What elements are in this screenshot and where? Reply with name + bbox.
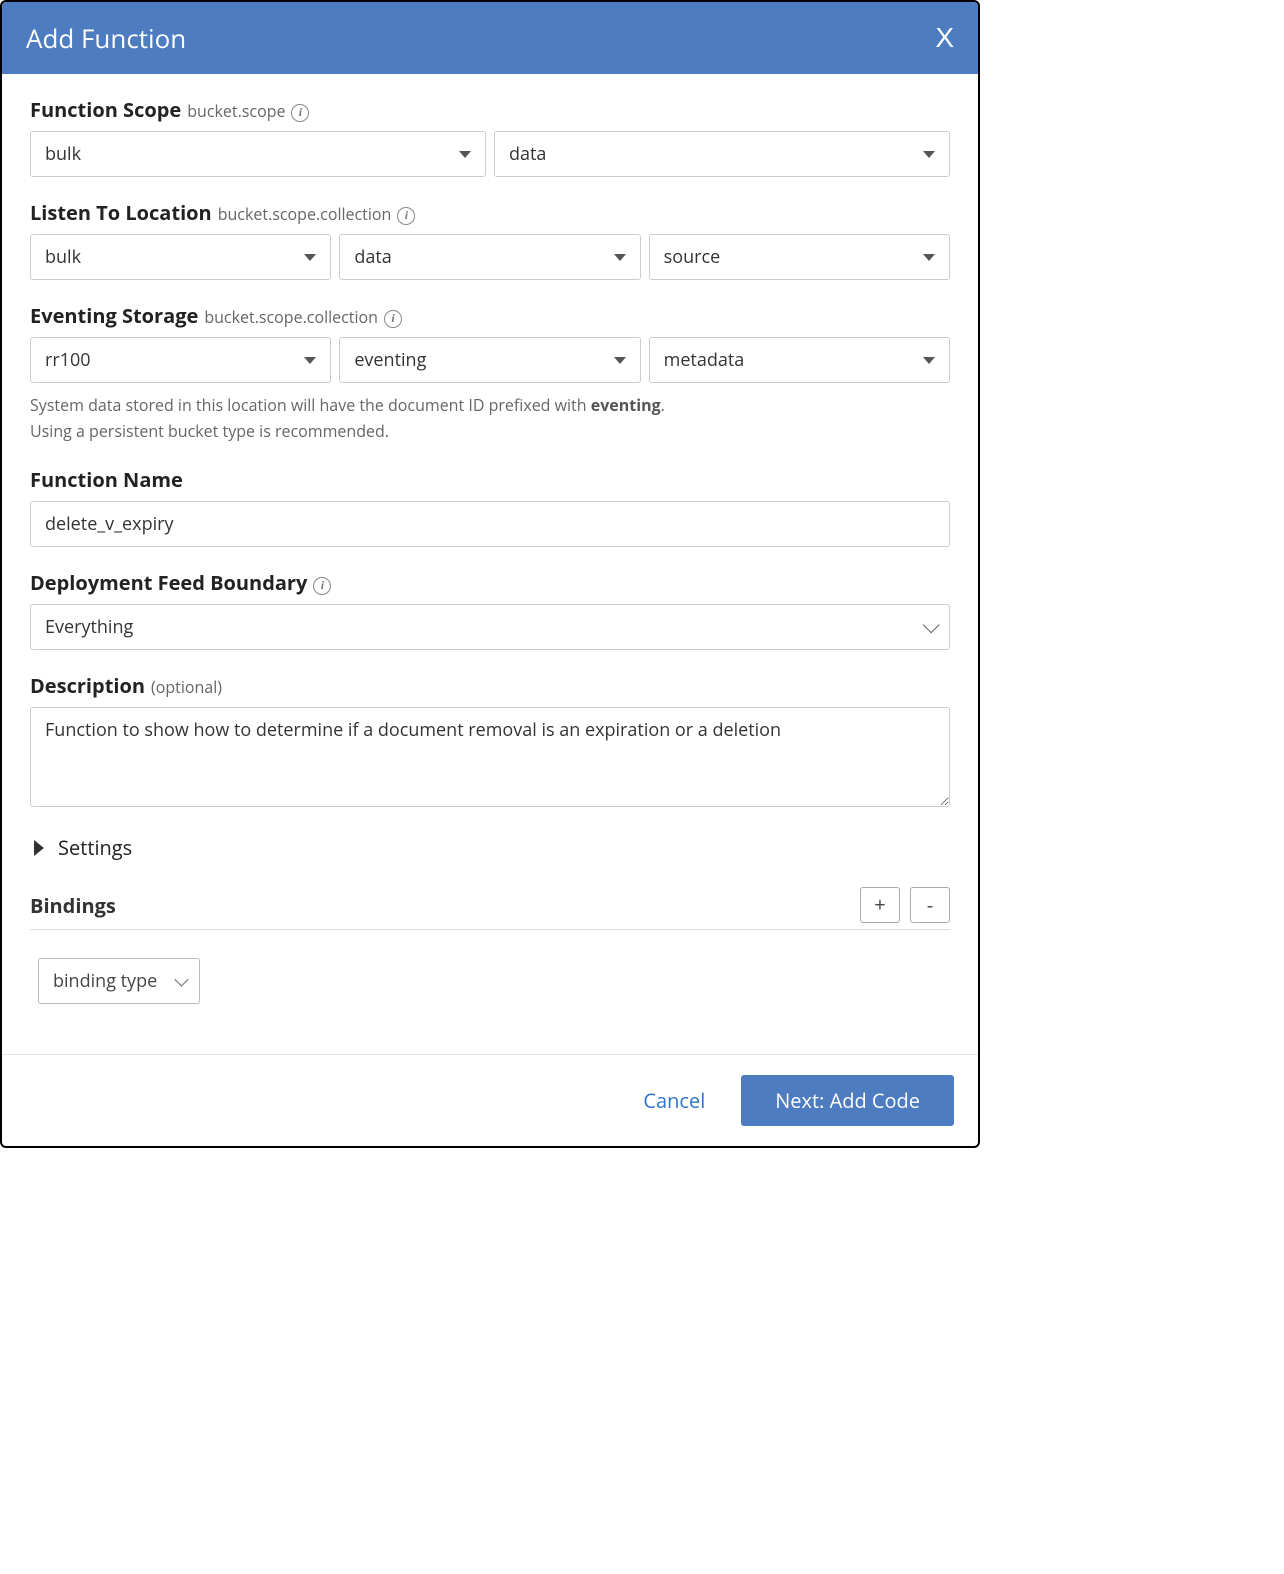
settings-label: Settings xyxy=(58,834,132,861)
function-name-input[interactable] xyxy=(30,501,950,547)
feed-boundary-label: Deployment Feed Boundary i xyxy=(30,569,950,596)
info-icon[interactable]: i xyxy=(291,104,309,122)
storage-scope-select[interactable]: eventing xyxy=(339,337,640,383)
modal-title: Add Function xyxy=(26,20,186,56)
chevron-down-icon xyxy=(304,254,316,261)
add-function-modal: Add Function X Function Scope bucket.sco… xyxy=(0,0,980,1148)
chevron-down-icon xyxy=(614,254,626,261)
listen-collection-select[interactable]: source xyxy=(649,234,950,280)
function-name-section: Function Name xyxy=(30,466,950,547)
listen-bucket-select[interactable]: bulk xyxy=(30,234,331,280)
close-icon[interactable]: X xyxy=(935,22,954,54)
listen-bucket-value: bulk xyxy=(45,245,81,269)
modal-header: Add Function X xyxy=(2,2,978,74)
listen-to-label: Listen To Location bucket.scope.collecti… xyxy=(30,199,950,226)
function-scope-bucket-value: bulk xyxy=(45,142,81,166)
bindings-header: Bindings + - xyxy=(30,887,950,930)
info-icon[interactable]: i xyxy=(384,310,402,328)
modal-body: Function Scope bucket.scope i bulk data … xyxy=(2,74,978,1054)
function-name-label: Function Name xyxy=(30,466,950,493)
storage-bucket-select[interactable]: rr100 xyxy=(30,337,331,383)
chevron-down-icon xyxy=(923,151,935,158)
listen-to-section: Listen To Location bucket.scope.collecti… xyxy=(30,199,950,280)
chevron-down-icon xyxy=(923,357,935,364)
listen-scope-select[interactable]: data xyxy=(339,234,640,280)
binding-type-select[interactable]: binding type xyxy=(38,958,200,1004)
chevron-down-icon xyxy=(923,617,940,634)
feed-boundary-select[interactable]: Everything xyxy=(30,604,950,650)
function-scope-scope-value: data xyxy=(509,142,546,166)
info-icon[interactable]: i xyxy=(313,577,331,595)
storage-help-suffix: . xyxy=(661,394,665,416)
triangle-right-icon xyxy=(34,840,44,856)
function-scope-bucket-select[interactable]: bulk xyxy=(30,131,486,177)
storage-help-prefix: System data stored in this location will… xyxy=(30,394,591,416)
description-section: Description (optional) xyxy=(30,672,950,812)
listen-to-hint: bucket.scope.collection xyxy=(218,203,392,225)
description-hint: (optional) xyxy=(151,676,222,698)
feed-boundary-section: Deployment Feed Boundary i Everything xyxy=(30,569,950,650)
chevron-down-icon xyxy=(614,357,626,364)
modal-footer: Cancel Next: Add Code xyxy=(2,1054,978,1146)
feed-boundary-label-text: Deployment Feed Boundary xyxy=(30,569,307,596)
storage-helptext: System data stored in this location will… xyxy=(30,393,950,444)
bindings-pm-buttons: + - xyxy=(860,887,950,923)
binding-remove-button[interactable]: - xyxy=(910,887,950,923)
info-icon[interactable]: i xyxy=(397,207,415,225)
description-label-text: Description xyxy=(30,672,145,699)
settings-toggle[interactable]: Settings xyxy=(34,834,950,861)
listen-collection-value: source xyxy=(664,245,721,269)
next-add-code-button[interactable]: Next: Add Code xyxy=(741,1075,954,1126)
chevron-down-icon xyxy=(175,973,189,987)
eventing-storage-hint: bucket.scope.collection xyxy=(204,306,378,328)
function-name-label-text: Function Name xyxy=(30,466,183,493)
storage-collection-value: metadata xyxy=(664,348,745,372)
chevron-down-icon xyxy=(923,254,935,261)
listen-scope-value: data xyxy=(354,245,391,269)
description-textarea[interactable] xyxy=(30,707,950,807)
function-scope-label: Function Scope bucket.scope i xyxy=(30,96,950,123)
bindings-title: Bindings xyxy=(30,892,116,919)
storage-help-bold: eventing xyxy=(591,394,661,416)
storage-help-line2: Using a persistent bucket type is recomm… xyxy=(30,419,950,445)
storage-collection-select[interactable]: metadata xyxy=(649,337,950,383)
storage-scope-value: eventing xyxy=(354,348,426,372)
feed-boundary-value: Everything xyxy=(45,615,133,639)
eventing-storage-section: Eventing Storage bucket.scope.collection… xyxy=(30,302,950,444)
function-scope-label-text: Function Scope xyxy=(30,96,181,123)
chevron-down-icon xyxy=(304,357,316,364)
eventing-storage-label: Eventing Storage bucket.scope.collection… xyxy=(30,302,950,329)
description-label: Description (optional) xyxy=(30,672,950,699)
function-scope-hint: bucket.scope xyxy=(187,100,285,122)
cancel-button[interactable]: Cancel xyxy=(643,1087,705,1114)
chevron-down-icon xyxy=(459,151,471,158)
binding-type-value: binding type xyxy=(53,969,157,993)
eventing-storage-label-text: Eventing Storage xyxy=(30,302,198,329)
listen-to-label-text: Listen To Location xyxy=(30,199,212,226)
function-scope-section: Function Scope bucket.scope i bulk data xyxy=(30,96,950,177)
binding-add-button[interactable]: + xyxy=(860,887,900,923)
function-scope-scope-select[interactable]: data xyxy=(494,131,950,177)
storage-bucket-value: rr100 xyxy=(45,348,91,372)
